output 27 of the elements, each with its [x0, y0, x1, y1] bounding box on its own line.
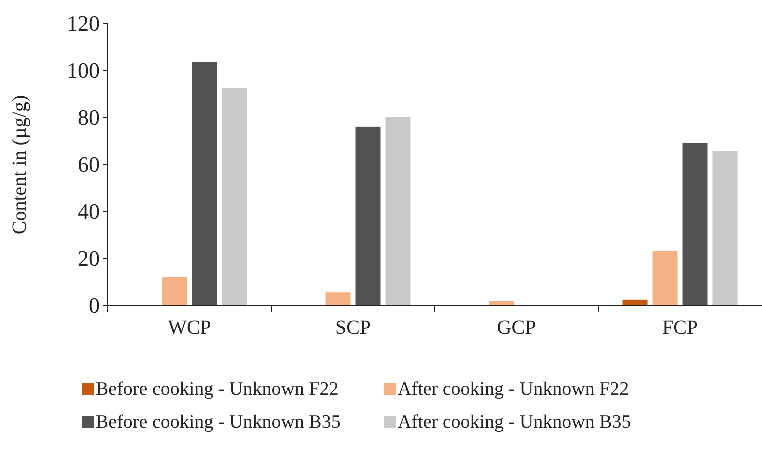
- bar: [622, 300, 648, 306]
- legend-label: Before cooking - Unknown F22: [96, 379, 339, 400]
- legend-label: Before cooking - Unknown B35: [96, 412, 341, 433]
- bar: [192, 62, 218, 306]
- bar: [682, 143, 708, 306]
- bar: [712, 151, 738, 306]
- x-tick-label: WCP: [168, 317, 212, 340]
- y-tick-label: 80: [78, 105, 100, 130]
- y-tick-label: 60: [78, 152, 100, 178]
- y-tick-label: 100: [67, 58, 100, 84]
- bar: [162, 277, 188, 306]
- bar: [222, 88, 248, 306]
- x-tick-label: SCP: [335, 317, 372, 340]
- y-axis-title: Content in (µg/g): [9, 95, 31, 235]
- x-tick-label: FCP: [662, 317, 698, 340]
- bar: [356, 126, 381, 306]
- y-tick-label: 120: [67, 11, 100, 36]
- legend-label: After cooking - Unknown F22: [398, 379, 630, 400]
- legend-label: After cooking - Unknown B35: [398, 412, 632, 433]
- y-tick-label: 40: [78, 199, 100, 224]
- bar: [386, 117, 411, 306]
- bar: [652, 251, 678, 306]
- bar: [489, 301, 514, 306]
- x-tick-label: GCP: [497, 317, 536, 340]
- y-tick-label: 20: [78, 246, 100, 272]
- bar: [326, 292, 351, 306]
- y-tick-label: 0: [89, 293, 100, 318]
